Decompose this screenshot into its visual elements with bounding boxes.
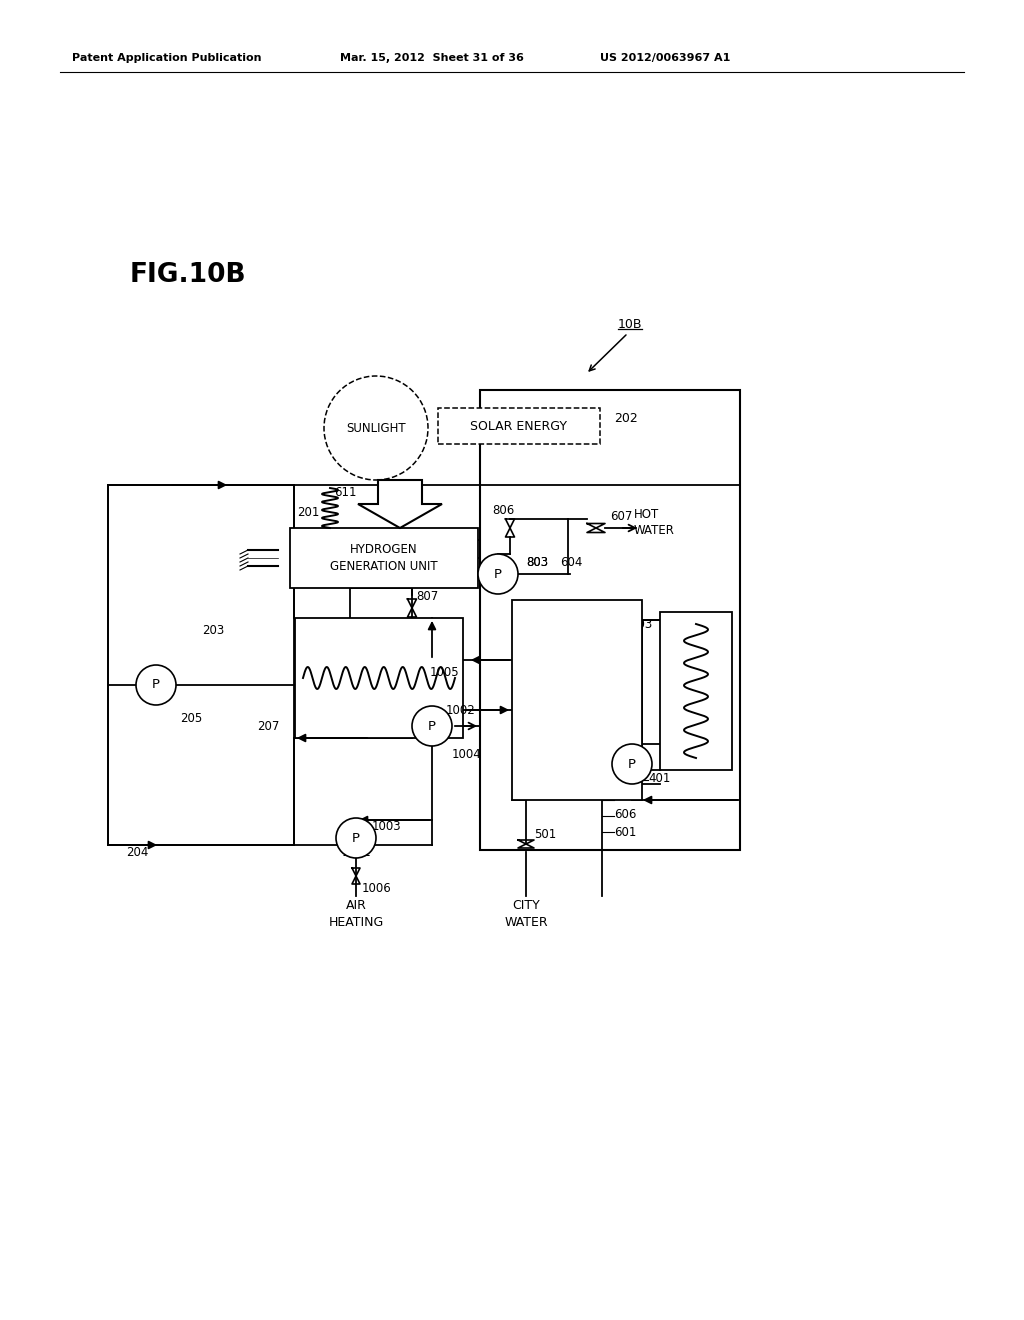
Circle shape [478, 554, 518, 594]
Bar [108, 484, 294, 845]
Text: 1006: 1006 [362, 882, 392, 895]
Text: 207: 207 [258, 719, 280, 733]
Text: 604: 604 [560, 556, 583, 569]
Text: 402: 402 [614, 771, 636, 784]
Text: 611: 611 [334, 487, 356, 499]
Text: P: P [628, 758, 636, 771]
Text: LOW
TEMP.: LOW TEMP. [559, 741, 595, 770]
Text: 605: 605 [447, 556, 470, 569]
Text: US 2012/0063967 A1: US 2012/0063967 A1 [600, 53, 730, 63]
Text: 806: 806 [492, 503, 514, 516]
Text: 1005: 1005 [430, 665, 460, 678]
Bar [290, 528, 478, 587]
Text: 1004: 1004 [452, 747, 481, 760]
Text: 1002: 1002 [446, 704, 476, 717]
Text: 201: 201 [298, 506, 319, 519]
Text: SOLAR ENERGY: SOLAR ENERGY [470, 420, 567, 433]
Circle shape [136, 665, 176, 705]
Bar [295, 618, 463, 738]
Text: SUNLIGHT: SUNLIGHT [346, 421, 406, 434]
Text: 607: 607 [610, 510, 633, 523]
Text: P: P [494, 568, 502, 581]
Text: 1003: 1003 [372, 820, 401, 833]
Text: 803: 803 [526, 556, 548, 569]
Text: AIR
HEATING: AIR HEATING [329, 899, 384, 929]
Text: 203: 203 [202, 623, 224, 636]
Text: Mar. 15, 2012  Sheet 31 of 36: Mar. 15, 2012 Sheet 31 of 36 [340, 53, 524, 63]
Bar [438, 408, 600, 444]
Text: 606: 606 [614, 808, 636, 821]
Bar [480, 389, 740, 850]
Text: 602: 602 [614, 789, 636, 803]
Polygon shape [358, 480, 442, 528]
Text: P: P [152, 678, 160, 692]
Circle shape [336, 818, 376, 858]
Text: P: P [352, 832, 360, 845]
Bar [512, 601, 642, 800]
Text: CITY
WATER: CITY WATER [504, 899, 548, 929]
Text: 603: 603 [630, 618, 652, 631]
Text: 807: 807 [416, 590, 438, 602]
Circle shape [412, 706, 452, 746]
Text: 10B: 10B [618, 318, 642, 331]
Text: 501: 501 [534, 828, 556, 841]
Text: 1001: 1001 [342, 846, 372, 858]
Text: Patent Application Publication: Patent Application Publication [72, 53, 261, 63]
Text: 205: 205 [180, 711, 203, 725]
Text: FIG.10B: FIG.10B [130, 261, 247, 288]
Text: HYDROGEN
GENERATION UNIT: HYDROGEN GENERATION UNIT [330, 543, 438, 573]
Text: HOT
WATER: HOT WATER [634, 507, 675, 536]
Text: HIGH
TEMP.: HIGH TEMP. [559, 640, 595, 671]
Text: 401: 401 [648, 771, 671, 784]
Text: 601: 601 [614, 825, 636, 838]
Text: 803: 803 [526, 556, 548, 569]
Circle shape [612, 744, 652, 784]
Text: 204: 204 [126, 846, 148, 859]
Bar [660, 612, 732, 770]
Text: P: P [428, 719, 436, 733]
Text: 202: 202 [614, 412, 638, 425]
